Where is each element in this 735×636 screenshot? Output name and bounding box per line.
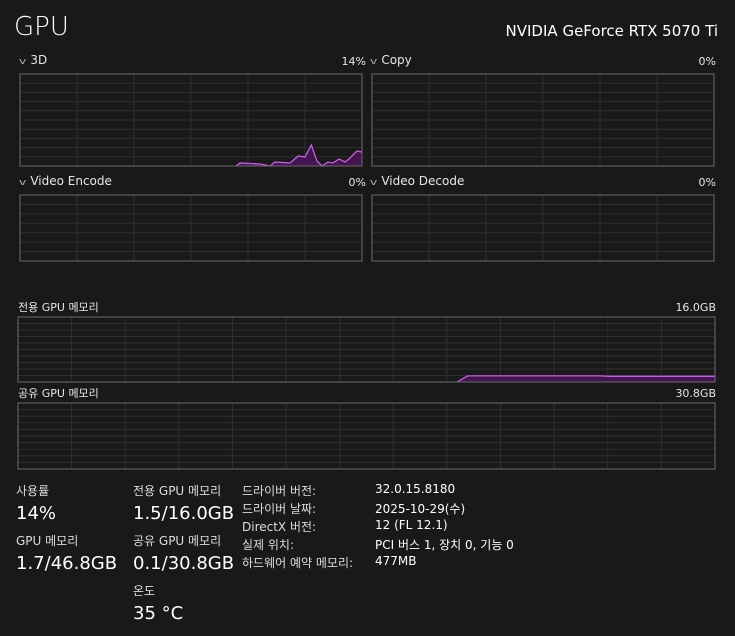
- gpu-memory-value: 1.7/46.8GB: [16, 553, 118, 574]
- chevron-down-icon: v: [369, 178, 378, 188]
- graph-3d-title: 3D: [30, 53, 48, 67]
- graph-dedicated-label: 전용 GPU 메모리: [18, 301, 99, 314]
- graph-line: [456, 375, 715, 383]
- graph-border: [17, 402, 716, 470]
- gpu-memory-label: GPU 메모리: [16, 534, 79, 548]
- graph-dedicated-memory: [17, 316, 716, 383]
- gpu-model: NVIDIA GeForce RTX 5070 Ti: [505, 22, 718, 40]
- info-value: PCI 버스 1, 장치 0, 기능 0: [375, 538, 514, 552]
- graph-border: [19, 73, 363, 167]
- graph-shared-label: 공유 GPU 메모리: [18, 387, 99, 400]
- graph-border: [19, 194, 363, 262]
- chevron-down-icon: v: [18, 57, 27, 67]
- graph-border: [371, 194, 715, 262]
- usage-label: 사용률: [16, 484, 50, 498]
- temperature-value: 35 °C: [133, 603, 184, 624]
- shared-memory-value: 0.1/30.8GB: [133, 553, 235, 574]
- graph-copy-value: 0%: [698, 55, 716, 68]
- info-key: 드라이버 날짜:: [242, 502, 317, 516]
- page-title: GPU: [14, 12, 69, 42]
- graph-decode-label[interactable]: v Video Decode: [369, 174, 465, 188]
- graph-copy-title: Copy: [381, 53, 412, 67]
- info-value: 477MB: [375, 554, 417, 568]
- graph-encode-value: 0%: [348, 176, 366, 189]
- graph-dedicated-value: 16.0GB: [675, 301, 716, 314]
- graph-shared-value: 30.8GB: [675, 387, 716, 400]
- graph-3d: [19, 73, 363, 167]
- info-key: DirectX 버전:: [242, 520, 317, 534]
- info-key: 드라이버 버전:: [242, 484, 317, 498]
- chevron-down-icon: v: [18, 178, 27, 188]
- graph-encode: [19, 194, 363, 262]
- info-value: 32.0.15.8180: [375, 482, 456, 496]
- info-value: 12 (FL 12.1): [375, 518, 448, 532]
- usage-value: 14%: [16, 503, 57, 524]
- graph-decode-value: 0%: [698, 176, 716, 189]
- temperature-label: 온도: [133, 584, 156, 598]
- graph-border: [371, 73, 715, 167]
- graph-decode: [371, 194, 715, 262]
- info-key: 실제 위치:: [242, 538, 295, 552]
- graph-encode-label[interactable]: v Video Encode: [18, 174, 112, 188]
- graph-3d-value: 14%: [341, 55, 366, 68]
- graph-3d-label[interactable]: v 3D: [18, 53, 48, 67]
- graph-copy: [371, 73, 715, 167]
- shared-memory-label: 공유 GPU 메모리: [133, 534, 222, 548]
- info-value: 2025-10-29(수): [375, 502, 466, 516]
- graph-decode-title: Video Decode: [381, 174, 465, 188]
- dedicated-memory-value: 1.5/16.0GB: [133, 503, 235, 524]
- graph-encode-title: Video Encode: [30, 174, 112, 188]
- info-key: 하드웨어 예약 메모리:: [242, 556, 354, 570]
- graph-area: [457, 375, 715, 382]
- graph-shared-memory: [17, 402, 716, 470]
- graph-copy-label[interactable]: v Copy: [369, 53, 412, 67]
- dedicated-memory-label: 전용 GPU 메모리: [133, 484, 222, 498]
- chevron-down-icon: v: [369, 57, 378, 67]
- graph-border: [17, 316, 716, 383]
